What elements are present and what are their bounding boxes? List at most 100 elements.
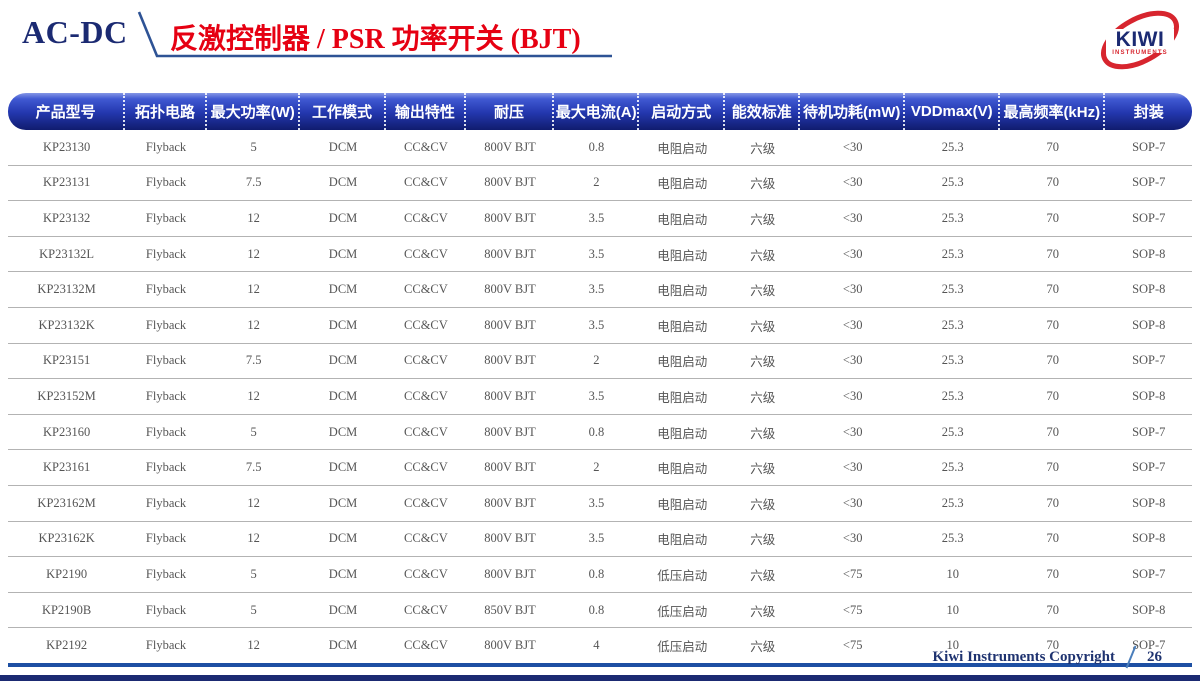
- kiwi-logo-icon: KIWI INSTRUMENTS: [1101, 10, 1179, 70]
- table-cell: DCM: [300, 415, 386, 451]
- table-cell: Flyback: [125, 557, 207, 593]
- table-cell: CC&CV: [385, 522, 467, 558]
- column-header-10: VDDmax(V): [905, 93, 1001, 130]
- table-cell: CC&CV: [385, 593, 467, 629]
- table-cell: SOP-8: [1105, 272, 1192, 308]
- table-cell: CC&CV: [385, 557, 467, 593]
- table-cell: Flyback: [125, 344, 207, 380]
- table-cell: Flyback: [125, 450, 207, 486]
- table-cell: 70: [1000, 522, 1106, 558]
- table-cell: 六级: [725, 201, 800, 237]
- table-cell: 25.3: [905, 166, 1001, 202]
- table-cell: KP2190: [8, 557, 126, 593]
- table-cell: 25.3: [905, 130, 1001, 166]
- table-cell: DCM: [300, 201, 386, 237]
- table-cell: <75: [800, 557, 906, 593]
- table-cell: 800V BJT: [466, 486, 554, 522]
- table-cell: CC&CV: [385, 308, 467, 344]
- table-row: KP23130 Flyback 5 DCM CC&CV 800V BJT 0.8 电阻启动 六级…: [8, 130, 1192, 166]
- column-header-11: 最高频率(kHz): [1000, 93, 1106, 130]
- svg-text:INSTRUMENTS: INSTRUMENTS: [1112, 50, 1167, 56]
- table-cell: SOP-8: [1105, 308, 1192, 344]
- table-cell: SOP-7: [1105, 166, 1192, 202]
- table-cell: 800V BJT: [466, 201, 554, 237]
- table-cell: Flyback: [125, 201, 207, 237]
- table-cell: Flyback: [125, 415, 207, 451]
- table-cell: 70: [1000, 237, 1106, 273]
- table-cell: 六级: [725, 166, 800, 202]
- table-cell: 低压启动: [657, 640, 708, 655]
- table-cell: 3.5: [553, 522, 639, 558]
- table-cell: 800V BJT: [466, 344, 554, 380]
- copyright-text: Kiwi Instruments Copyright: [932, 648, 1115, 665]
- column-header-2: 最大功率(W): [206, 93, 301, 130]
- table-cell: 25.3: [905, 201, 1001, 237]
- table-cell: <30: [800, 166, 906, 202]
- table-cell: <75: [842, 638, 863, 653]
- table-row: KP23162M Flyback 12 DCM CC&CV 800V BJT 3.5 电阻启动…: [8, 486, 1192, 522]
- table-cell: KP23131: [8, 166, 126, 202]
- table-cell: 70: [1046, 638, 1060, 653]
- table-row: KP2190 Flyback 5 DCM CC&CV 800V BJT 0.8 低压启动 六级 <…: [8, 557, 1192, 593]
- table-cell: CC&CV: [385, 379, 467, 415]
- table-cell: 0.8: [553, 557, 639, 593]
- table-cell: 10: [946, 638, 959, 653]
- table-cell: 7.5: [206, 344, 301, 380]
- table-cell: 六级: [725, 486, 800, 522]
- table-cell: Flyback: [125, 522, 207, 558]
- table-cell: 六级: [750, 640, 776, 655]
- table-cell: 12: [206, 308, 301, 344]
- table-cell: KP23132K: [8, 308, 126, 344]
- table-cell: 800V BJT: [466, 272, 554, 308]
- table-cell: CC&CV: [385, 237, 467, 273]
- table-cell: 3.5: [553, 379, 639, 415]
- table-cell: 25.3: [905, 344, 1001, 380]
- table-cell: 六级: [725, 450, 800, 486]
- table-cell: 电阻启动: [639, 450, 726, 486]
- table-row: KP2190B Flyback 5 DCM CC&CV 850V BJT 0.8 低压启动 六级…: [8, 593, 1192, 629]
- footer-slash-icon: [1125, 645, 1137, 669]
- table-cell: 5: [206, 415, 301, 451]
- table-cell: <30: [800, 308, 906, 344]
- table-cell: 4: [593, 638, 600, 653]
- table-cell: DCM: [300, 522, 386, 558]
- table-cell: SOP-7: [1132, 638, 1166, 653]
- table-row: KP23132M Flyback 12 DCM CC&CV 800V BJT 3.5 电阻启动…: [8, 272, 1192, 308]
- table-cell: CC&CV: [385, 201, 467, 237]
- table-cell: 25.3: [905, 379, 1001, 415]
- table-cell: 10: [905, 557, 1001, 593]
- table-cell: Flyback: [125, 272, 207, 308]
- table-cell: DCM: [300, 557, 386, 593]
- bottom-accent-bar: [0, 675, 1200, 681]
- table-cell: DCM: [300, 486, 386, 522]
- table-cell: 5: [206, 593, 301, 629]
- table-cell: Flyback: [125, 308, 207, 344]
- table-row: KP23132K Flyback 12 DCM CC&CV 800V BJT 3.5 电阻启动…: [8, 308, 1192, 344]
- table-cell: 电阻启动: [639, 415, 726, 451]
- table-cell: CC&CV: [385, 166, 467, 202]
- table-cell: <30: [800, 486, 906, 522]
- table-cell: 70: [1000, 379, 1106, 415]
- slide-footer: Kiwi Instruments Copyright 26: [932, 644, 1162, 670]
- table-row: KP23151 Flyback 7.5 DCM CC&CV 800V BJT 2 电阻启动 六级…: [8, 344, 1192, 380]
- table-cell: 0.8: [553, 130, 639, 166]
- table-cell: Flyback: [125, 237, 207, 273]
- table-cell: 10: [905, 593, 1001, 629]
- table-cell: 电阻启动: [639, 237, 726, 273]
- svg-text:KIWI: KIWI: [1116, 28, 1165, 51]
- table-cell: 800V BJT: [466, 450, 554, 486]
- table-cell: DCM: [300, 450, 386, 486]
- table-cell: <75: [800, 593, 906, 629]
- table-cell: CC&CV: [385, 272, 467, 308]
- table-cell: 7.5: [206, 166, 301, 202]
- table-cell: KP23132M: [8, 272, 126, 308]
- table-cell: 25.3: [905, 272, 1001, 308]
- table-cell: <30: [800, 201, 906, 237]
- table-cell: DCM: [300, 379, 386, 415]
- table-cell: 六级: [725, 522, 800, 558]
- table-cell: 六级: [725, 415, 800, 451]
- table-cell: SOP-7: [1105, 344, 1192, 380]
- table-cell: 25.3: [905, 450, 1001, 486]
- page-number: 26: [1147, 648, 1162, 665]
- table-cell: Flyback: [125, 593, 207, 629]
